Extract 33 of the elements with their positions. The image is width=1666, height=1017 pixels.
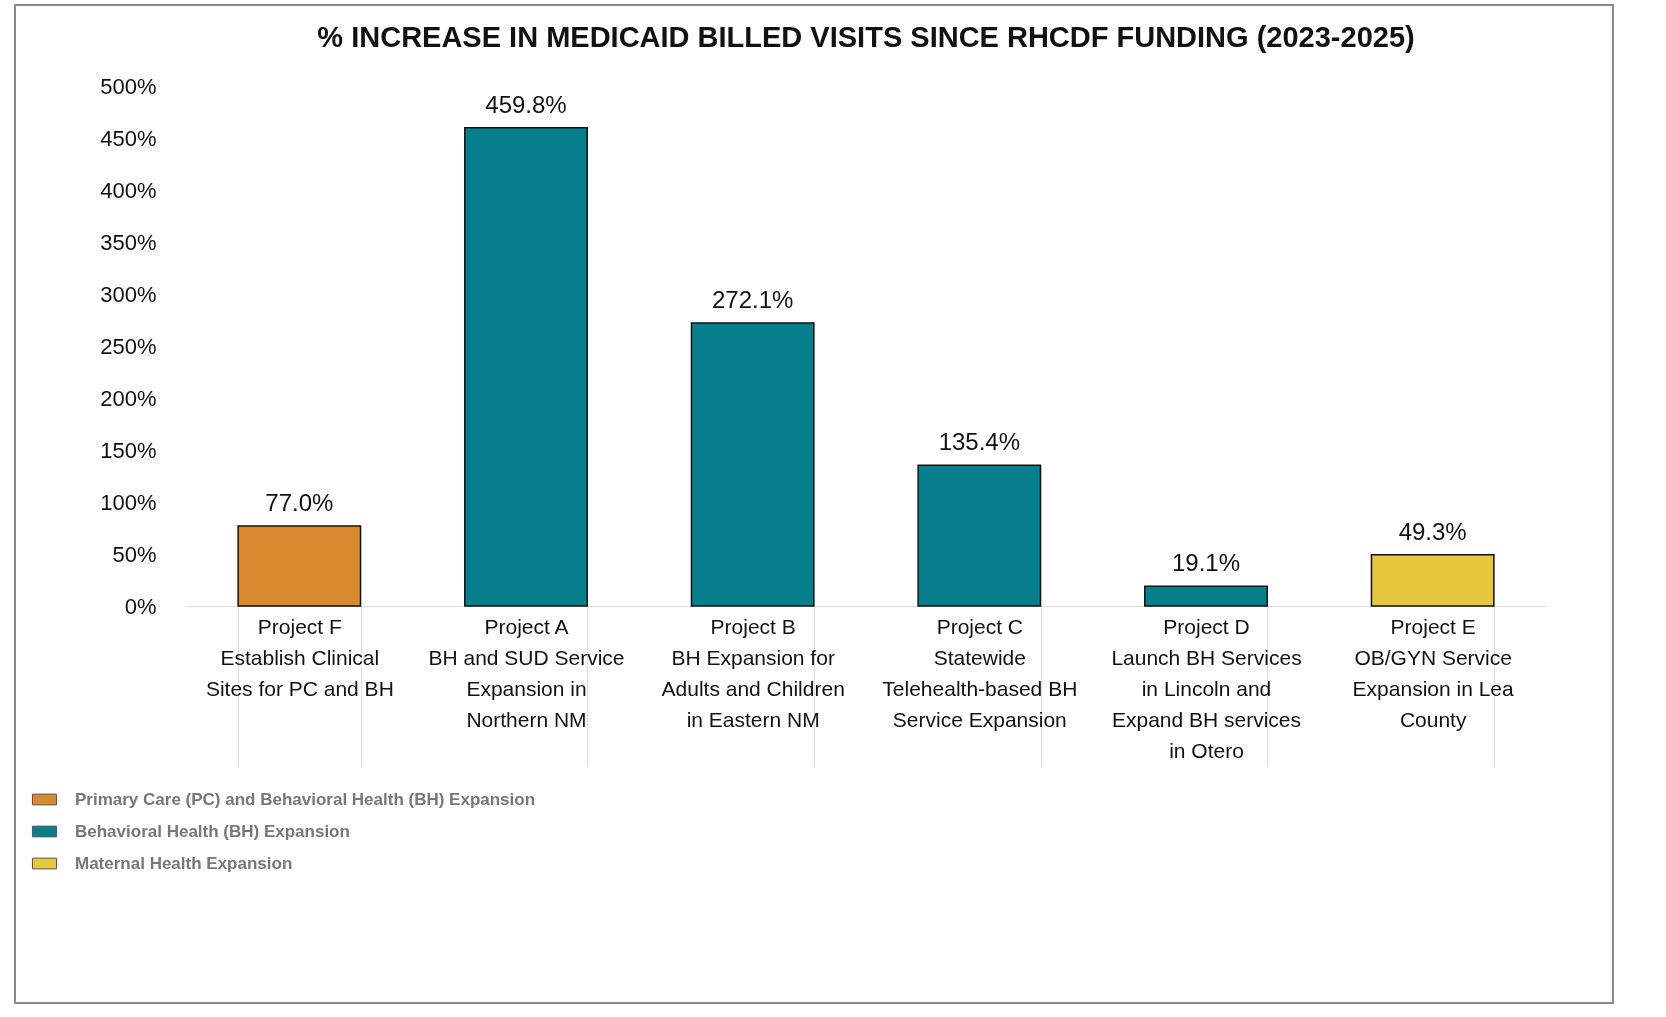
legend-label: Maternal Health Expansion: [75, 853, 293, 873]
bar: [690, 322, 815, 607]
y-tick-label: 100%: [100, 489, 157, 515]
y-tick-label: 350%: [100, 229, 157, 255]
x-tick-label: Project D Launch BH Services in Lincoln and Expand BH services in Otero: [1111, 614, 1302, 762]
y-tick-label: 0%: [124, 593, 157, 619]
bar: [464, 127, 588, 607]
legend-label: Primary Care (PC) and Behavioral Health (BH) Expansion: [75, 789, 536, 809]
y-tick-label: 200%: [100, 385, 157, 411]
chart-title: % INCREASE IN MEDICAID BILLED VISITS SINCE RHCDF FUNDING (2023-2025): [317, 21, 1415, 53]
text: 49.3%: [1398, 517, 1467, 545]
x-tick-label: Project A BH and SUD Service Expansion in Northern NM: [428, 614, 625, 731]
legend-label: Behavioral Health (BH) Expansion: [75, 821, 350, 841]
y-tick-label: 400%: [100, 177, 157, 203]
x-tick-label: Project B BH Expansion for Adults and Children in Eastern NM: [661, 614, 845, 731]
y-tick-label: 500%: [100, 73, 157, 99]
y-tick-label: 150%: [100, 437, 157, 463]
y-tick-label: 450%: [100, 125, 157, 151]
bar: [917, 464, 1042, 607]
y-tick-label: 300%: [100, 281, 157, 307]
bar: [237, 525, 362, 607]
x-tick-label: Project E OB/GYN Service Expansion in Lea County: [1352, 614, 1515, 731]
text: 459.8%: [485, 90, 567, 118]
bar: [1144, 585, 1268, 607]
x-tick-label: Project F Establish Clinical Sites for PC and BH: [205, 614, 394, 700]
y-tick-label: 50%: [112, 541, 157, 567]
text: 135.4%: [938, 428, 1021, 456]
text: 77.0%: [265, 488, 334, 516]
y-tick-label: 250%: [100, 333, 157, 359]
text: 19.1%: [1171, 549, 1241, 577]
bar: [1370, 553, 1495, 607]
x-tick-label: Project C Statewide Telehealth-based BH Service Expansion: [882, 614, 1078, 731]
text: 272.1%: [711, 286, 794, 314]
